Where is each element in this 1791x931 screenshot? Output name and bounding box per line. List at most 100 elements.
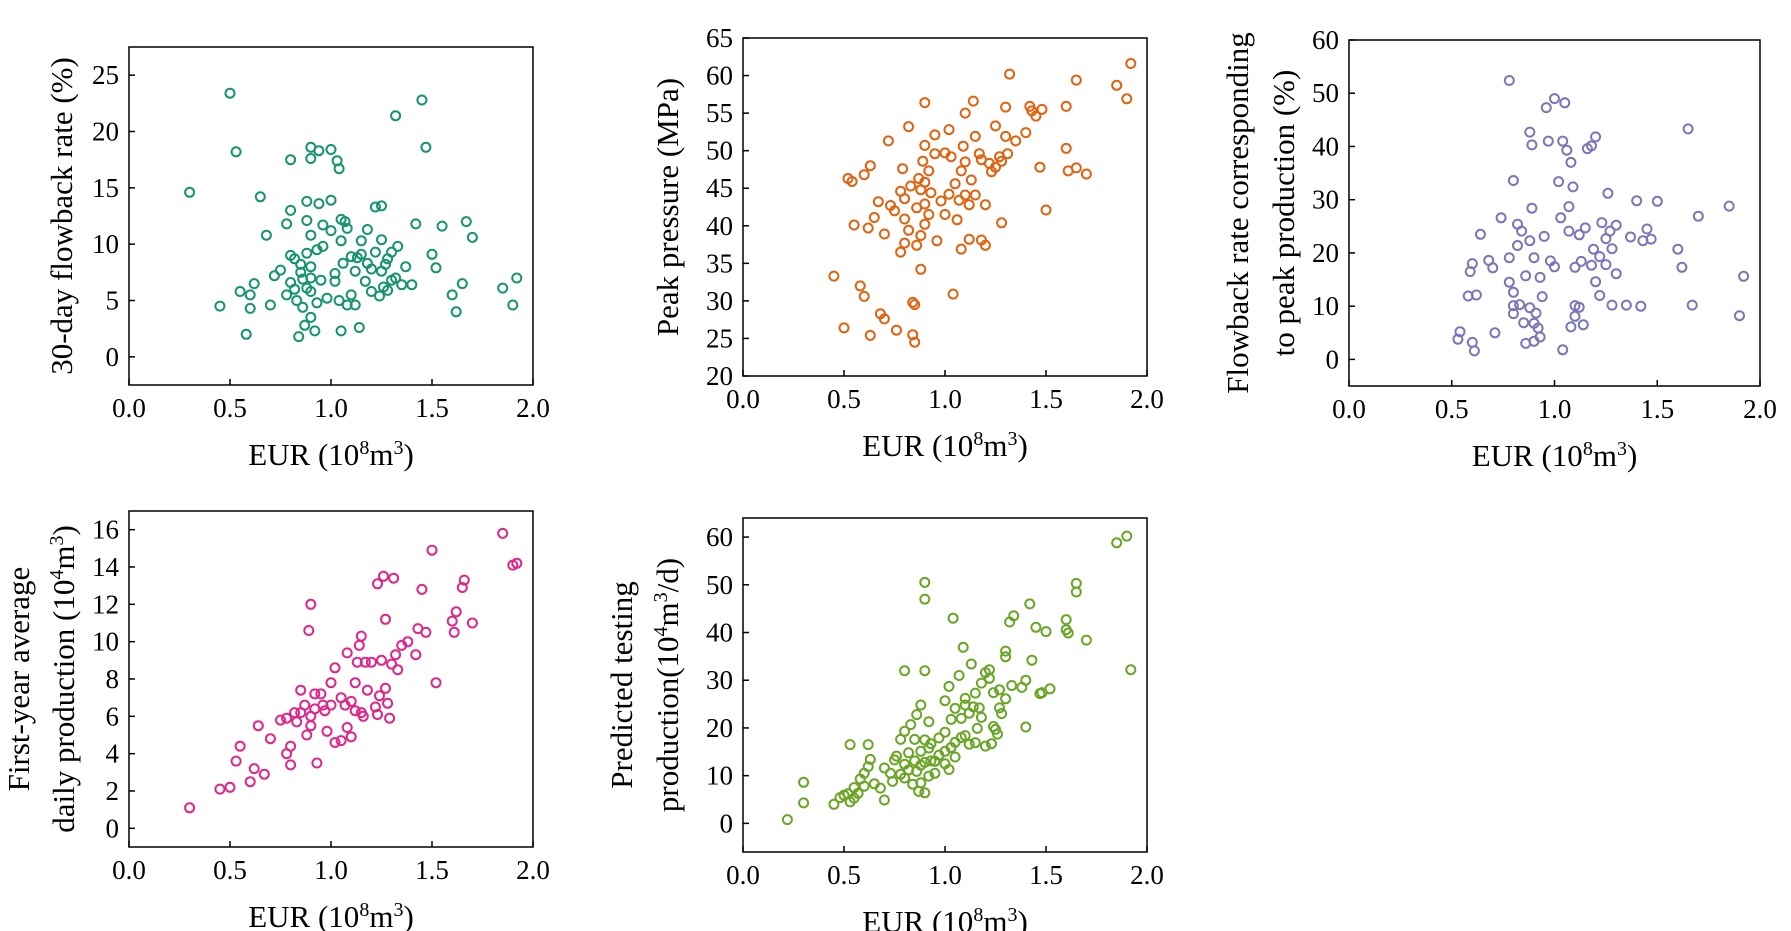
data-point <box>1559 97 1571 109</box>
data-point <box>382 697 394 709</box>
data-point <box>299 699 311 711</box>
data-point <box>1026 654 1038 666</box>
data-point <box>929 148 941 160</box>
data-point <box>1503 252 1515 264</box>
data-point <box>986 738 997 750</box>
data-point <box>1111 537 1123 549</box>
data-point <box>864 329 876 341</box>
data-point <box>382 284 394 296</box>
data-point <box>301 247 313 259</box>
data-point <box>420 626 432 638</box>
chart-panel-3: 0.0 0.5 1.0 1.5 2.0 0 10 20 30 40 50 60 EUR (108m3) F… <box>1220 25 1777 473</box>
data-point <box>1526 202 1538 214</box>
x-tick-label: 1.0 <box>928 860 962 890</box>
data-point <box>1452 333 1464 345</box>
data-point <box>410 649 422 661</box>
data-point <box>1080 634 1092 646</box>
data-point <box>268 270 280 282</box>
chart-panel-2: 0.0 0.5 1.0 1.5 2.0 20 25 30 35 40 45 50 55 60 65 EUR (… <box>650 23 1164 463</box>
data-point <box>301 729 313 741</box>
data-point <box>1487 262 1499 274</box>
y-tick-label: 16 <box>92 515 119 545</box>
data-point <box>1516 225 1528 237</box>
data-point <box>947 288 959 300</box>
data-point <box>917 155 929 167</box>
data-point <box>230 755 242 767</box>
data-point <box>979 740 991 752</box>
data-point <box>828 270 840 282</box>
data-point <box>878 762 890 774</box>
data-point <box>244 289 256 301</box>
data-point <box>321 725 333 737</box>
x-tick-label: 0.5 <box>213 855 247 885</box>
data-point <box>1000 651 1012 663</box>
data-point <box>852 787 864 799</box>
data-point <box>945 151 957 163</box>
data-point <box>923 209 935 220</box>
data-point <box>862 761 874 773</box>
data-point <box>969 687 981 699</box>
data-point <box>854 280 866 292</box>
data-point <box>919 756 931 768</box>
x-tick-label: 1.0 <box>1538 394 1572 424</box>
data-point <box>1635 300 1647 312</box>
data-point <box>943 764 955 775</box>
x-tick-label: 1.0 <box>314 393 348 423</box>
data-point <box>858 780 870 792</box>
x-tick-label: 0.5 <box>827 860 861 890</box>
data-point <box>889 205 900 217</box>
data-point <box>949 178 961 190</box>
data-point <box>905 180 917 192</box>
data-point <box>899 665 911 677</box>
data-point <box>1569 261 1581 273</box>
data-point <box>1060 142 1072 154</box>
data-point <box>1070 577 1082 589</box>
data-point <box>355 630 367 642</box>
data-point <box>1468 345 1480 357</box>
data-point <box>1538 230 1550 242</box>
data-point <box>1549 261 1560 273</box>
data-point <box>957 140 969 152</box>
data-point <box>1682 123 1694 135</box>
data-point <box>1569 310 1581 322</box>
data-point <box>305 153 317 164</box>
data-point <box>915 263 927 275</box>
data-point <box>967 701 979 713</box>
data-point <box>909 299 921 311</box>
data-point <box>969 130 981 142</box>
data-point <box>295 684 307 696</box>
data-point <box>1000 130 1012 142</box>
data-point <box>416 94 428 106</box>
data-point <box>848 219 860 231</box>
data-point <box>349 265 361 277</box>
data-point <box>329 662 341 674</box>
data-point <box>996 708 1008 720</box>
data-point <box>1542 135 1554 147</box>
data-point <box>979 239 991 251</box>
data-point <box>979 199 991 211</box>
data-point <box>943 124 955 136</box>
data-point <box>1567 181 1579 193</box>
x-tick-label: 1.0 <box>928 384 962 414</box>
data-point <box>915 699 927 711</box>
data-point <box>929 767 941 779</box>
data-point <box>983 664 995 676</box>
data-point <box>355 235 367 247</box>
data-point <box>858 290 870 302</box>
data-point <box>963 233 975 245</box>
data-point <box>949 751 961 763</box>
data-point <box>384 712 396 724</box>
y-tick-label: 40 <box>706 618 733 648</box>
data-point <box>1040 626 1052 638</box>
data-point <box>341 647 353 659</box>
data-point <box>325 677 337 689</box>
data-point <box>925 187 937 199</box>
data-point <box>996 155 1008 167</box>
data-point <box>446 289 458 301</box>
data-point <box>895 246 907 258</box>
data-point <box>291 295 303 306</box>
data-point <box>939 209 951 220</box>
data-point <box>333 295 345 306</box>
data-point <box>931 235 943 247</box>
data-point <box>369 201 381 213</box>
